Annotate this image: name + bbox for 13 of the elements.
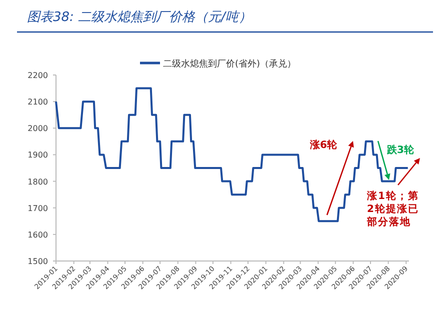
legend-label: 二级水熄焦到厂价(省外)（承兑） [163, 58, 296, 70]
y-tick-label: 2000 [28, 124, 48, 134]
chart-title: 图表38: 二级水熄焦到厂价格（元/吨） [27, 10, 252, 25]
y-tick-label: 1600 [28, 230, 48, 240]
y-tick-label: 1500 [28, 257, 48, 266]
y-tick-label: 1900 [28, 150, 48, 160]
annotation: 跌3轮 [386, 144, 415, 156]
annotation: 涨1轮；第2轮提涨已部分落地 [367, 190, 420, 229]
y-tick-label: 2200 [28, 71, 48, 80]
annotation: 涨6轮 [309, 139, 338, 151]
y-tick-label: 2100 [28, 98, 48, 107]
y-tick-label: 1700 [28, 204, 48, 213]
y-tick-label: 1800 [28, 177, 48, 186]
